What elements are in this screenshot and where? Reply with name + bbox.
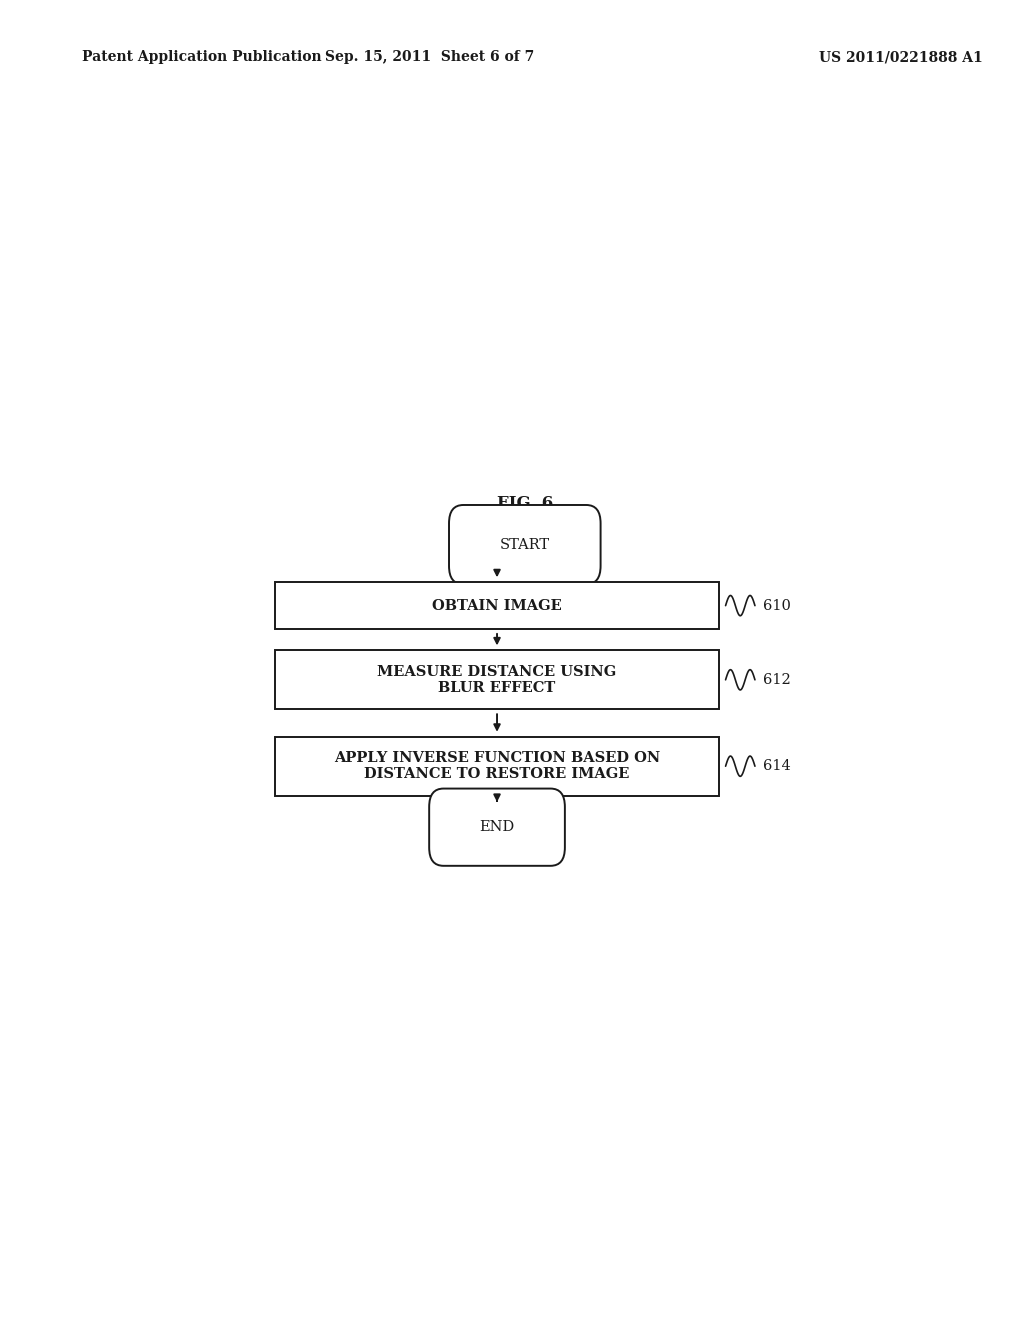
Text: Patent Application Publication: Patent Application Publication — [82, 50, 322, 65]
Text: 612: 612 — [763, 673, 791, 686]
FancyBboxPatch shape — [449, 506, 601, 585]
Text: FIG. 6: FIG. 6 — [497, 495, 553, 512]
Text: START: START — [500, 537, 550, 552]
Text: Sep. 15, 2011  Sheet 6 of 7: Sep. 15, 2011 Sheet 6 of 7 — [326, 50, 535, 65]
Text: 610: 610 — [763, 598, 791, 612]
Text: OBTAIN IMAGE: OBTAIN IMAGE — [432, 598, 562, 612]
Text: END: END — [479, 820, 515, 834]
FancyBboxPatch shape — [274, 582, 719, 630]
Text: APPLY INVERSE FUNCTION BASED ON
DISTANCE TO RESTORE IMAGE: APPLY INVERSE FUNCTION BASED ON DISTANCE… — [334, 751, 660, 781]
FancyBboxPatch shape — [274, 651, 719, 709]
Text: US 2011/0221888 A1: US 2011/0221888 A1 — [819, 50, 983, 65]
Text: MEASURE DISTANCE USING
BLUR EFFECT: MEASURE DISTANCE USING BLUR EFFECT — [378, 665, 616, 694]
FancyBboxPatch shape — [429, 788, 565, 866]
Text: 614: 614 — [763, 759, 791, 774]
FancyBboxPatch shape — [274, 737, 719, 796]
